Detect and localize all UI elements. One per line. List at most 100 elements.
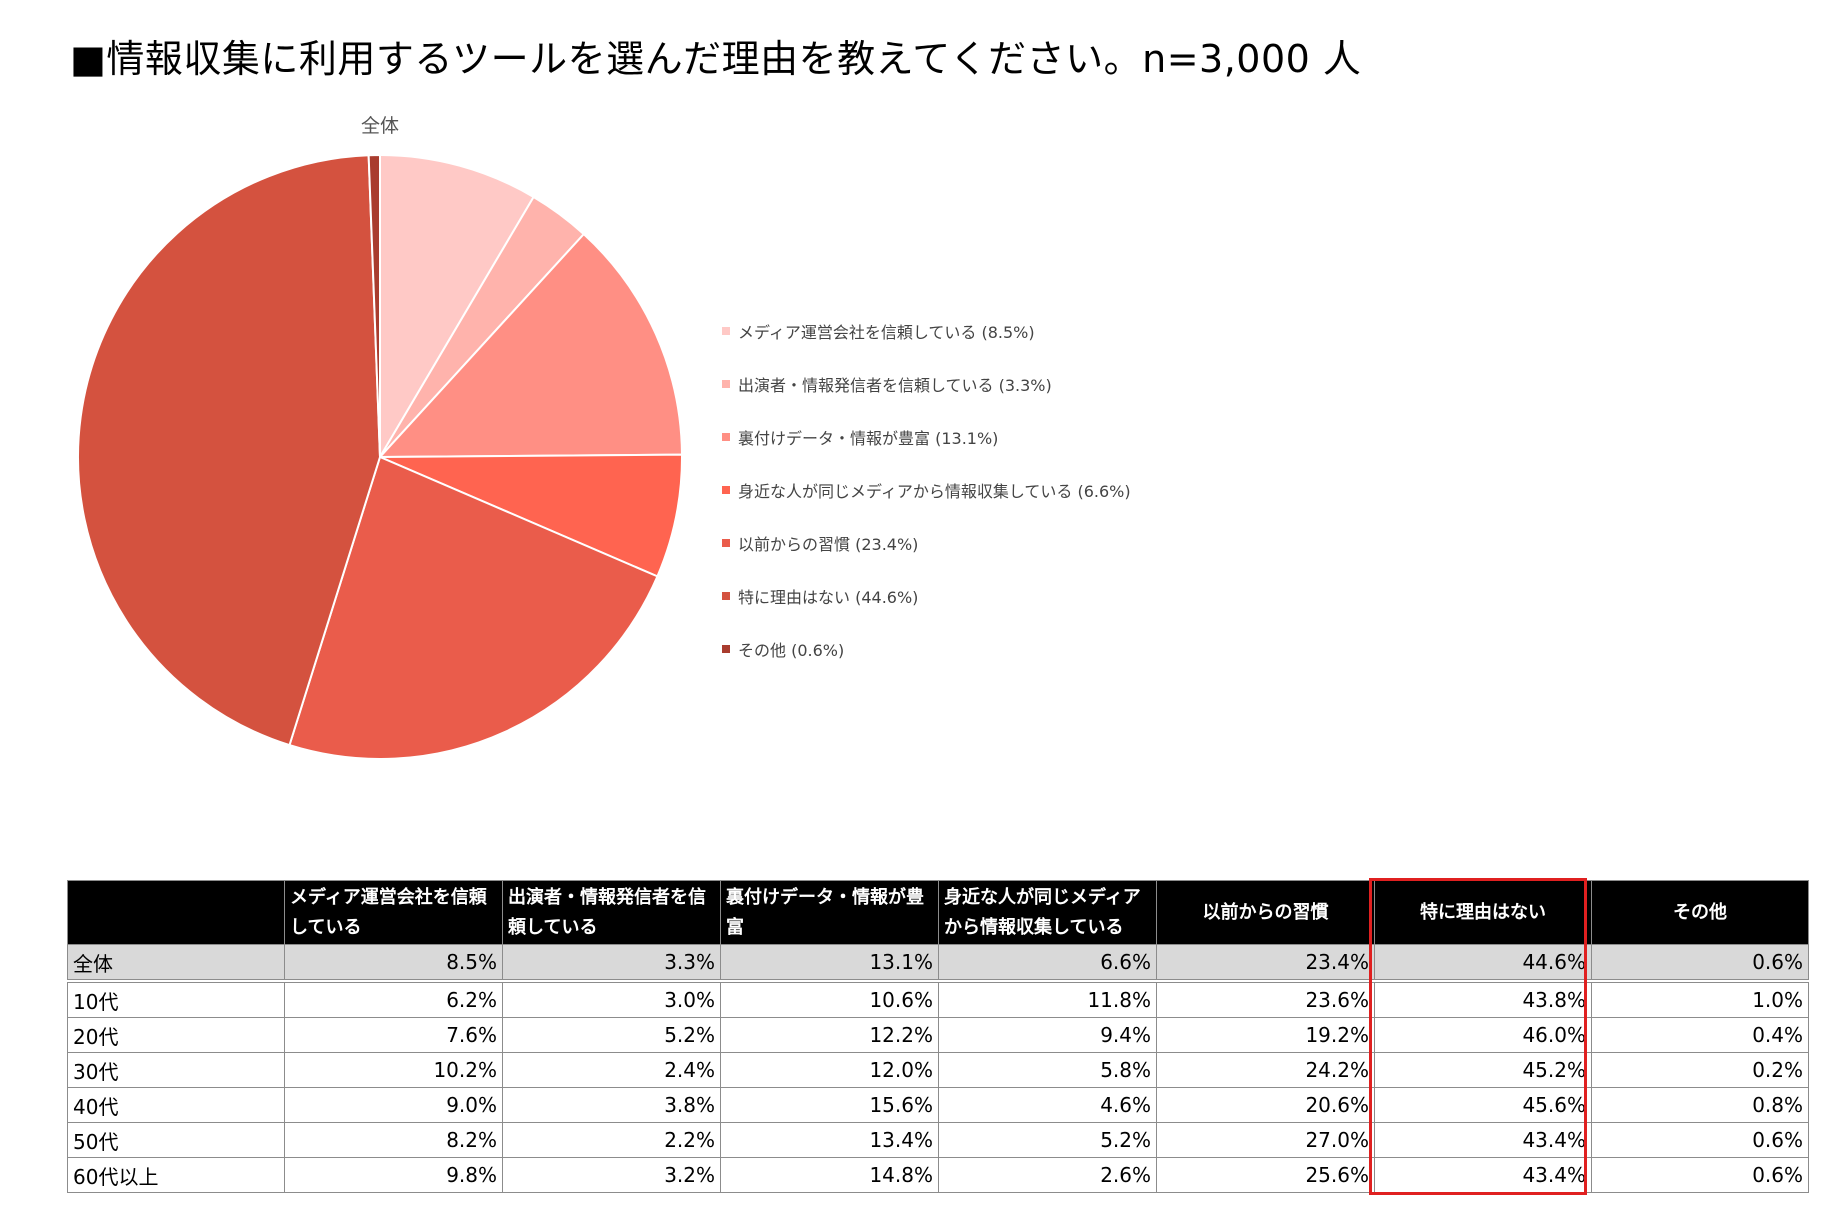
table-cell: 43.4% <box>1374 1157 1592 1193</box>
row-label: 50代 <box>67 1122 285 1158</box>
table-row: 10代 6.2% 3.0% 10.6% 11.8% 23.6% 43.8% 1.0% <box>67 980 1809 1018</box>
table-row: 全体 8.5% 3.3% 13.1% 6.6% 23.4% 44.6% 0.6% <box>67 944 1809 983</box>
table-cell: 0.6% <box>1591 1157 1809 1193</box>
table-cell: 5.2% <box>502 1017 721 1053</box>
pie-slice-3 <box>379 453 683 578</box>
pie-slice-2 <box>377 232 683 459</box>
legend-item: その他 (0.6%) <box>722 622 1131 675</box>
legend-item: メディア運営会社を信頼している (8.5%) <box>722 304 1131 357</box>
legend-label: 身近な人が同じメディアから情報収集している (6.6%) <box>738 481 1131 501</box>
legend-label: その他 (0.6%) <box>738 640 845 660</box>
legend-swatch <box>722 591 730 600</box>
table-cell: 10.6% <box>720 980 939 1018</box>
table-cell: 19.2% <box>1156 1017 1375 1053</box>
table-cell: 43.8% <box>1374 980 1592 1018</box>
legend-item: 裏付けデータ・情報が豊富 (13.1%) <box>722 410 1131 463</box>
pie-slice-5 <box>77 154 382 747</box>
table-cell: 44.6% <box>1374 944 1592 983</box>
table-cell: 12.2% <box>720 1017 939 1053</box>
table-cell: 46.0% <box>1374 1017 1592 1053</box>
column-header: その他 <box>1591 880 1809 945</box>
legend-label: メディア運営会社を信頼している (8.5%) <box>738 322 1035 342</box>
legend-swatch <box>722 326 730 335</box>
row-label: 40代 <box>67 1087 285 1123</box>
table-cell: 45.6% <box>1374 1087 1592 1123</box>
table-cell: 6.2% <box>284 980 503 1018</box>
table-cell: 13.4% <box>720 1122 939 1158</box>
column-header: 出演者・情報発信者を信頼している <box>502 880 721 945</box>
table-cell: 2.2% <box>502 1122 721 1158</box>
table-row: 40代 9.0% 3.8% 15.6% 4.6% 20.6% 45.6% 0.8% <box>67 1087 1809 1123</box>
table-cell: 14.8% <box>720 1157 939 1193</box>
pie-chart-svg: 全体 <box>77 115 683 760</box>
table-cell: 15.6% <box>720 1087 939 1123</box>
legend-label: 以前からの習慣 (23.4%) <box>738 534 919 554</box>
table-cell: 9.8% <box>284 1157 503 1193</box>
table-cell: 8.2% <box>284 1122 503 1158</box>
legend-item: 身近な人が同じメディアから情報収集している (6.6%) <box>722 463 1131 516</box>
table-cell: 0.2% <box>1591 1052 1809 1088</box>
table-cell: 0.8% <box>1591 1087 1809 1123</box>
table-cell: 13.1% <box>720 944 939 983</box>
legend-item: 出演者・情報発信者を信頼している (3.3%) <box>722 357 1131 410</box>
pie-chart: 全体 メディア運営会社を信頼している (8.5%) 出演者・情報発信者を信頼してい… <box>0 100 1200 800</box>
legend-label: 特に理由はない (44.6%) <box>738 587 919 607</box>
column-header: 特に理由はない <box>1374 880 1592 945</box>
data-table: メディア運営会社を信頼している 出演者・情報発信者を信頼している 裏付けデータ・情報… <box>67 880 1809 1193</box>
table-cell: 5.2% <box>938 1122 1157 1158</box>
header-corner <box>67 880 285 945</box>
table-row: 30代 10.2% 2.4% 12.0% 5.8% 24.2% 45.2% 0.2% <box>67 1052 1809 1088</box>
table-cell: 7.6% <box>284 1017 503 1053</box>
table-cell: 0.4% <box>1591 1017 1809 1053</box>
legend-swatch <box>722 644 730 653</box>
table-cell: 9.0% <box>284 1087 503 1123</box>
table-cell: 9.4% <box>938 1017 1157 1053</box>
table-cell: 0.6% <box>1591 1122 1809 1158</box>
table-cell: 2.6% <box>938 1157 1157 1193</box>
table-row: 20代 7.6% 5.2% 12.2% 9.4% 19.2% 46.0% 0.4% <box>67 1017 1809 1053</box>
table-cell: 4.6% <box>938 1087 1157 1123</box>
table-cell: 45.2% <box>1374 1052 1592 1088</box>
row-label: 全体 <box>67 944 285 983</box>
table-cell: 3.0% <box>502 980 721 1018</box>
table-cell: 43.4% <box>1374 1122 1592 1158</box>
table-cell: 27.0% <box>1156 1122 1375 1158</box>
table-body: 全体 8.5% 3.3% 13.1% 6.6% 23.4% 44.6% 0.6% 10代 6.2%… <box>67 944 1809 1193</box>
table-cell: 6.6% <box>938 944 1157 983</box>
legend-item: 特に理由はない (44.6%) <box>722 569 1131 622</box>
table-cell: 3.3% <box>502 944 721 983</box>
legend-swatch <box>722 485 730 494</box>
table-row: 50代 8.2% 2.2% 13.4% 5.2% 27.0% 43.4% 0.6% <box>67 1122 1809 1158</box>
column-header: 以前からの習慣 <box>1156 880 1375 945</box>
legend-label: 裏付けデータ・情報が豊富 (13.1%) <box>738 428 999 448</box>
row-label: 60代以上 <box>67 1157 285 1193</box>
pie-slice-0 <box>379 153 535 461</box>
legend-swatch <box>722 538 730 547</box>
page-title: ■情報収集に利用するツールを選んだ理由を教えてください。n=3,000 人 <box>70 37 1362 81</box>
table-cell: 0.6% <box>1591 944 1809 983</box>
table-cell: 3.2% <box>502 1157 721 1193</box>
legend-label: 出演者・情報発信者を信頼している (3.3%) <box>738 375 1052 395</box>
table-cell: 8.5% <box>284 944 503 983</box>
chart-title: 全体 <box>361 115 399 137</box>
pie-slice-4 <box>288 455 659 760</box>
table-cell: 1.0% <box>1591 980 1809 1018</box>
table-row: 60代以上 9.8% 3.2% 14.8% 2.6% 25.6% 43.4% 0.6% <box>67 1157 1809 1193</box>
table-cell: 25.6% <box>1156 1157 1375 1193</box>
pie-slice-6 <box>367 153 381 458</box>
table-cell: 20.6% <box>1156 1087 1375 1123</box>
column-header: 身近な人が同じメディアから情報収集している <box>938 880 1157 945</box>
legend-swatch <box>722 432 730 441</box>
legend-item: 以前からの習慣 (23.4%) <box>722 516 1131 569</box>
table-cell: 10.2% <box>284 1052 503 1088</box>
row-label: 20代 <box>67 1017 285 1053</box>
legend-swatch <box>722 379 730 388</box>
table-header-row: メディア運営会社を信頼している 出演者・情報発信者を信頼している 裏付けデータ・情報… <box>67 880 1809 945</box>
table-cell: 3.8% <box>502 1087 721 1123</box>
table-cell: 12.0% <box>720 1052 939 1088</box>
table-cell: 11.8% <box>938 980 1157 1018</box>
column-header: メディア運営会社を信頼している <box>284 880 503 945</box>
column-header: 裏付けデータ・情報が豊富 <box>720 880 939 945</box>
row-label: 30代 <box>67 1052 285 1088</box>
table-cell: 5.8% <box>938 1052 1157 1088</box>
